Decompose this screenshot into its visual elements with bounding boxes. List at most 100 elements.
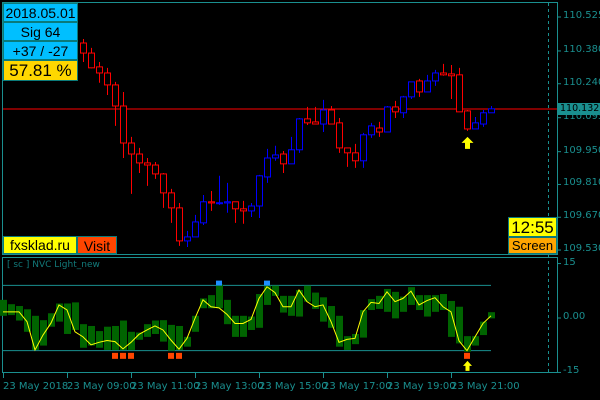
candle-body — [256, 175, 263, 207]
histogram-bar — [464, 336, 471, 352]
histogram-bar — [72, 302, 79, 330]
indicator-tick-label: 15 — [563, 256, 576, 268]
histogram-bar — [264, 285, 271, 305]
candle-body — [208, 201, 215, 204]
candle-body — [456, 74, 463, 113]
buy-arrow-icon — [463, 360, 472, 371]
histogram-bar — [384, 288, 391, 312]
buy-arrow-icon — [461, 136, 474, 149]
histogram-bar — [440, 294, 447, 311]
histogram-bar — [64, 303, 71, 334]
low-marker — [120, 352, 126, 359]
histogram-bar — [448, 300, 455, 337]
candle-body — [376, 127, 383, 133]
candle-body — [104, 72, 111, 86]
candle-body — [232, 201, 239, 210]
histogram-bar — [456, 306, 463, 344]
score-label: +37 / -27 — [3, 41, 78, 60]
candle-body — [136, 153, 143, 164]
candle-body — [320, 109, 327, 125]
histogram-bar — [192, 315, 199, 332]
histogram-bar — [408, 287, 415, 305]
signal-label: Sig 64 — [3, 22, 78, 41]
histogram-bar — [432, 295, 439, 312]
candle-body — [488, 108, 495, 114]
candle-body — [416, 80, 423, 93]
histogram-bar — [280, 295, 287, 313]
visit-button[interactable]: Visit — [77, 236, 117, 254]
candle-body — [392, 106, 399, 113]
signal-line — [3, 286, 492, 352]
price-tick-label: 109.530 — [563, 243, 600, 255]
low-marker — [176, 352, 182, 359]
histogram-bar — [152, 320, 159, 334]
low-marker — [128, 352, 134, 359]
histogram-bar — [120, 320, 127, 350]
candle-body — [344, 147, 351, 154]
histogram-bar — [312, 292, 319, 309]
candle-body — [360, 134, 367, 162]
histogram-bar — [208, 295, 215, 309]
candle-body — [288, 149, 295, 165]
candle-body — [472, 122, 479, 130]
candle-body — [80, 42, 87, 54]
time-tick-label: 23 May 17:00 — [323, 381, 392, 392]
histogram-bar — [304, 285, 311, 302]
candle-body — [352, 152, 359, 162]
histogram-bar — [40, 320, 47, 346]
price-tick-label: 110.095 — [563, 110, 600, 122]
histogram-bar — [272, 285, 279, 296]
histogram-bar — [344, 336, 351, 350]
price-tick-label: 109.670 — [563, 210, 600, 222]
date-label: 2018.05.01 — [3, 3, 78, 22]
candle-body — [240, 208, 247, 212]
site-label[interactable]: fxsklad.ru — [3, 236, 77, 254]
histogram-bar — [256, 294, 263, 328]
candle-body — [312, 121, 319, 125]
candle-body — [96, 66, 103, 74]
percent-label: 57.81 % — [3, 60, 78, 81]
candle-body — [440, 72, 447, 76]
histogram-bar — [416, 295, 423, 311]
histogram-bar — [96, 331, 103, 348]
candle-body — [176, 207, 183, 242]
high-marker — [216, 280, 222, 286]
histogram-bar — [400, 296, 407, 312]
candle-body — [480, 112, 487, 125]
screen-button[interactable]: Screen — [508, 237, 557, 254]
indicator-tick-label: -15 — [563, 365, 580, 377]
candle-body — [368, 125, 375, 136]
candle-body — [120, 105, 127, 144]
price-tick-label: 109.950 — [563, 144, 600, 156]
histogram-bar — [336, 315, 343, 347]
candle-body — [144, 162, 151, 166]
time-tick-label: 23 May 15:00 — [259, 381, 328, 392]
histogram-bar — [224, 299, 231, 325]
low-marker — [112, 352, 118, 359]
main-panel-frame — [2, 2, 558, 255]
candle-body — [384, 106, 391, 133]
candle-body — [464, 110, 471, 130]
price-tick-label: 110.380 — [563, 43, 600, 55]
time-tick-label: 23 May 13:00 — [195, 381, 264, 392]
time-tick-label: 23 May 11:00 — [131, 381, 200, 392]
candle-body — [184, 236, 191, 242]
indicator-title: [ sc ] NVC Light_new — [7, 260, 100, 270]
histogram-bar — [104, 326, 111, 350]
candle-body — [400, 96, 407, 114]
candle-body — [192, 221, 199, 238]
price-tick-label: 109.810 — [563, 177, 600, 189]
high-marker — [264, 280, 270, 286]
histogram-bar — [232, 315, 239, 337]
histogram-bar — [368, 299, 375, 311]
histogram-bar — [48, 313, 55, 327]
candle-body — [248, 205, 255, 212]
candle-body — [224, 201, 231, 204]
time-tick-label: 23 May 2018 — [3, 381, 69, 392]
histogram-bar — [112, 325, 119, 350]
histogram-bar — [168, 324, 175, 351]
histogram-bar — [184, 336, 191, 347]
histogram-bar — [24, 309, 31, 332]
indicator-panel-frame — [2, 257, 558, 373]
